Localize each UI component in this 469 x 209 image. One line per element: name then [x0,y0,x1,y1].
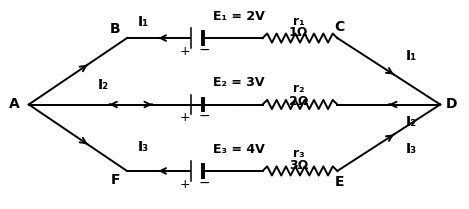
Text: E₂ = 3V: E₂ = 3V [213,76,265,89]
Text: I₃: I₃ [138,140,149,154]
Text: r₃: r₃ [293,147,304,160]
Text: I₁: I₁ [138,15,149,29]
Text: I₃: I₃ [406,142,417,156]
Text: B: B [110,22,121,36]
Text: D: D [446,98,458,111]
Text: +: + [180,178,191,191]
Text: C: C [334,20,345,34]
Text: −: − [198,109,210,123]
Text: −: − [198,42,210,56]
Text: E₃ = 4V: E₃ = 4V [213,143,265,156]
Text: −: − [198,175,210,189]
Text: r₁: r₁ [293,15,304,28]
Text: I₂: I₂ [98,78,109,92]
Text: r₂: r₂ [293,82,304,96]
Text: A: A [9,98,20,111]
Text: I₁: I₁ [406,49,417,63]
Text: 3Ω: 3Ω [289,159,308,172]
Text: I₂: I₂ [406,115,417,129]
Text: F: F [111,173,120,187]
Text: E: E [335,175,344,189]
Text: +: + [180,45,191,58]
Text: 1Ω: 1Ω [289,26,308,39]
Text: +: + [180,111,191,125]
Text: E₁ = 2V: E₁ = 2V [213,10,265,23]
Text: 2Ω: 2Ω [289,95,308,108]
